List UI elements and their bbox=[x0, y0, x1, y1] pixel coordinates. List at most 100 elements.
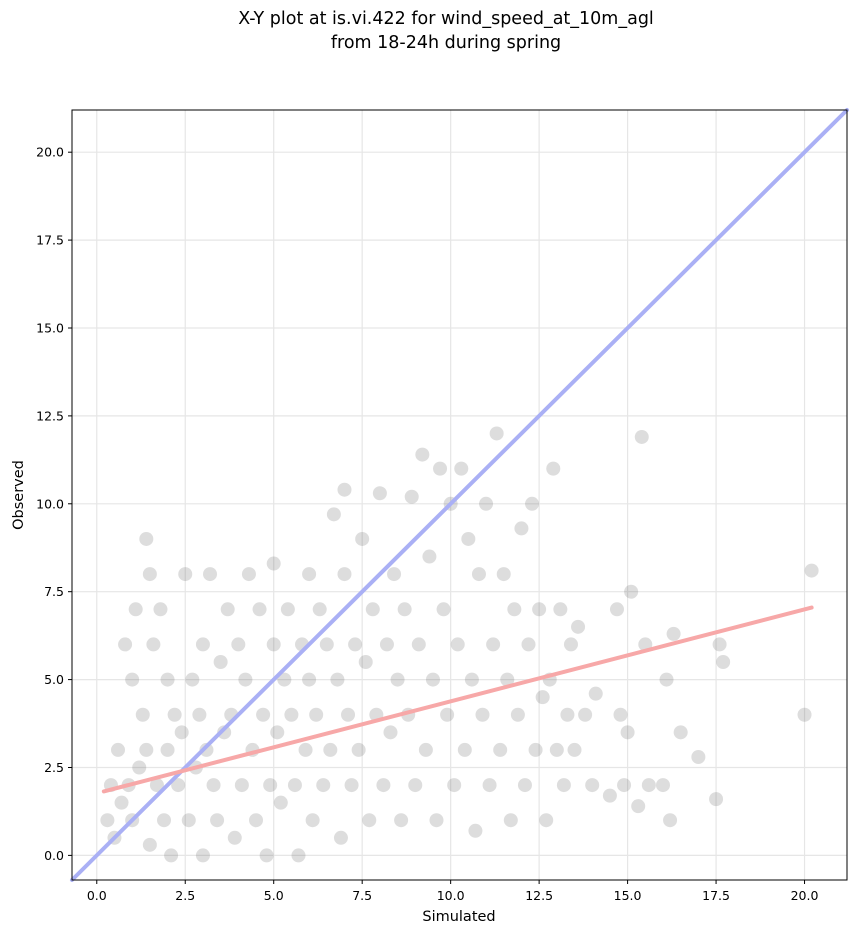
y-axis-label: Observed bbox=[11, 460, 27, 530]
scatter-point bbox=[411, 637, 426, 652]
scatter-point bbox=[408, 778, 423, 793]
scatter-point bbox=[471, 567, 486, 582]
scatter-point bbox=[125, 672, 140, 687]
scatter-point bbox=[503, 813, 518, 828]
x-tick-label-6: 15.0 bbox=[614, 888, 642, 903]
scatter-point bbox=[337, 482, 352, 497]
scatter-point bbox=[528, 742, 543, 757]
x-tick-label-3: 7.5 bbox=[352, 888, 372, 903]
scatter-point bbox=[287, 778, 302, 793]
scatter-point bbox=[277, 672, 292, 687]
scatter-point bbox=[111, 742, 126, 757]
chart-title: X-Y plot at is.vi.422 for wind_speed_at_… bbox=[238, 9, 654, 53]
scatter-point bbox=[655, 778, 670, 793]
scatter-point bbox=[351, 742, 366, 757]
scatter-point bbox=[266, 637, 281, 652]
scatter-point bbox=[620, 725, 635, 740]
scatter-point bbox=[270, 725, 285, 740]
scatter-point bbox=[585, 778, 600, 793]
chart-title-line-1: X-Y plot at is.vi.422 for wind_speed_at_… bbox=[238, 9, 654, 29]
scatter-point bbox=[514, 521, 529, 536]
scatter-point bbox=[663, 813, 678, 828]
scatter-point bbox=[323, 742, 338, 757]
scatter-point bbox=[716, 655, 731, 670]
scatter-point bbox=[433, 461, 448, 476]
y-tick-label-0: 0.0 bbox=[44, 848, 64, 863]
scatter-point bbox=[312, 602, 327, 617]
scatter-point bbox=[100, 813, 115, 828]
scatter-point bbox=[217, 725, 232, 740]
scatter-point bbox=[397, 602, 412, 617]
scatter-point bbox=[535, 690, 550, 705]
x-tick-label-7: 17.5 bbox=[702, 888, 730, 903]
regression-line bbox=[101, 605, 814, 794]
scatter-point bbox=[302, 567, 317, 582]
scatter-point bbox=[298, 742, 313, 757]
scatter-point bbox=[358, 655, 373, 670]
scatter-point bbox=[609, 602, 624, 617]
scatter-point bbox=[709, 792, 724, 807]
scatter-point bbox=[532, 602, 547, 617]
y-tick-label-7: 17.5 bbox=[36, 233, 64, 248]
scatter-point bbox=[153, 602, 168, 617]
scatter-point bbox=[507, 602, 522, 617]
y-axis-ticks: 0.0 2.5 5.0 7.5 10.0 12.5 15.0 17.5 20.0 bbox=[36, 145, 72, 863]
scatter-point bbox=[521, 637, 536, 652]
scatter-point bbox=[578, 707, 593, 722]
scatter-point bbox=[263, 778, 278, 793]
scatter-point bbox=[613, 707, 628, 722]
scatter-point bbox=[422, 549, 437, 564]
scatter-point bbox=[142, 837, 157, 852]
x-tick-label-4: 10.0 bbox=[437, 888, 465, 903]
scatter-point bbox=[206, 778, 221, 793]
x-tick-label-1: 2.5 bbox=[175, 888, 195, 903]
scatter-point bbox=[486, 637, 501, 652]
scatter-point bbox=[493, 742, 508, 757]
scatter-point bbox=[539, 813, 554, 828]
scatter-point bbox=[567, 742, 582, 757]
scatter-point bbox=[309, 707, 324, 722]
scatter-point bbox=[602, 788, 617, 803]
scatter-point bbox=[440, 707, 455, 722]
x-tick-label-0: 0.0 bbox=[87, 888, 107, 903]
scatter-point bbox=[450, 637, 465, 652]
x-tick-label-8: 20.0 bbox=[791, 888, 819, 903]
identity-line bbox=[70, 108, 849, 882]
scatter-point bbox=[199, 742, 214, 757]
scatter-point bbox=[178, 567, 193, 582]
chart-title-line-2: from 18-24h during spring bbox=[331, 33, 561, 53]
scatter-point bbox=[383, 725, 398, 740]
scatter-point bbox=[666, 626, 681, 641]
scatter-point bbox=[160, 672, 175, 687]
scatter-point bbox=[231, 637, 246, 652]
y-tick-label-8: 20.0 bbox=[36, 145, 64, 160]
scatter-point bbox=[712, 637, 727, 652]
scatter-point bbox=[624, 584, 639, 599]
scatter-point bbox=[479, 496, 494, 511]
scatter-point bbox=[241, 567, 256, 582]
scatter-point bbox=[252, 602, 267, 617]
scatter-point bbox=[337, 567, 352, 582]
scatter-point bbox=[139, 742, 154, 757]
scatter-point bbox=[429, 813, 444, 828]
x-axis-label: Simulated bbox=[422, 909, 495, 925]
scatter-point bbox=[284, 707, 299, 722]
scatter-point bbox=[365, 602, 380, 617]
scatter-point bbox=[659, 672, 674, 687]
scatter-point bbox=[500, 672, 515, 687]
scatter-point bbox=[160, 742, 175, 757]
scatter-point bbox=[457, 742, 472, 757]
scatter-point bbox=[525, 496, 540, 511]
scatter-point bbox=[192, 707, 207, 722]
scatter-point bbox=[139, 531, 154, 546]
scatter-point bbox=[195, 637, 210, 652]
scatter-point bbox=[673, 725, 688, 740]
scatter-point bbox=[195, 848, 210, 863]
scatter-point bbox=[571, 619, 586, 634]
scatter-point bbox=[461, 531, 476, 546]
scatter-point bbox=[546, 461, 561, 476]
scatter-point bbox=[390, 672, 405, 687]
scatter-point bbox=[220, 602, 235, 617]
